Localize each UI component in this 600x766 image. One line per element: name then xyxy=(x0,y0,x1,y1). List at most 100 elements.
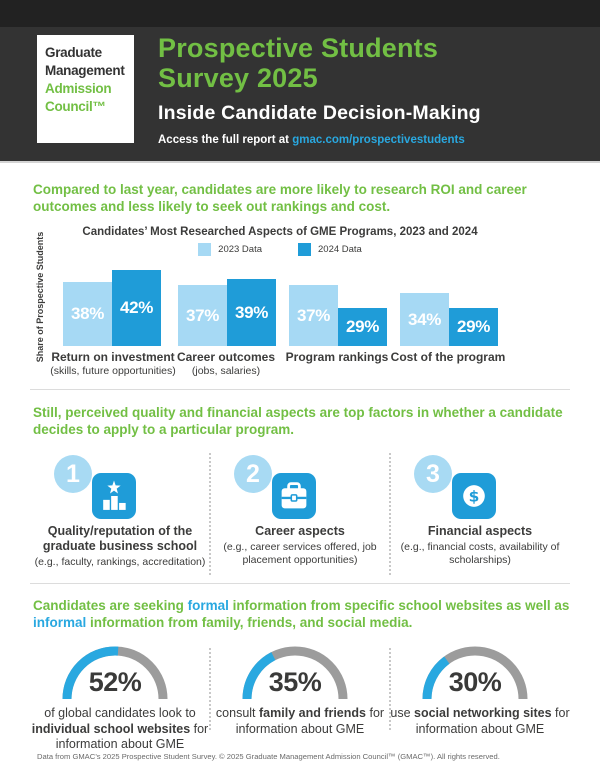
category-title: Career outcomes xyxy=(176,350,276,364)
bar-value-label: 34% xyxy=(407,309,442,329)
chart-title: Candidates’ Most Researched Aspects of G… xyxy=(82,226,478,238)
legend-item-2024: 2024 Data xyxy=(298,243,362,256)
gauge-family-friends xyxy=(242,646,348,700)
factor-title: Quality/reputation of the graduate busin… xyxy=(42,524,198,553)
factor-number-badge: 2 xyxy=(234,455,272,493)
legend-label-2024: 2024 Data xyxy=(318,244,362,255)
top-dark-strip xyxy=(0,0,600,27)
bar-value-label: 29% xyxy=(345,317,380,336)
legend-label-2023: 2023 Data xyxy=(218,244,262,255)
access-prefix: Access the full report at xyxy=(158,134,293,146)
gauge-label-text: for information about GME xyxy=(55,721,209,752)
heading-text: information from specific school website… xyxy=(228,598,570,613)
section2-heading: Still, perceived quality and financial a… xyxy=(33,405,563,437)
gauge-label-bold: social networking sites xyxy=(414,706,552,720)
gauge-value: 30% xyxy=(448,667,502,697)
gmac-logo: Graduate Management Admission Council™ xyxy=(37,35,134,143)
svg-text:$: $ xyxy=(469,487,480,505)
factor-number-badge: 1 xyxy=(54,455,92,493)
category-label-career: Career outcomes (jobs, salaries) xyxy=(146,350,306,378)
bar-value-label: 42% xyxy=(119,298,154,317)
category-label-roi: Return on investment (skills, future opp… xyxy=(33,350,193,378)
category-label-cost: Cost of the program xyxy=(368,350,528,364)
chart-legend: 2023 Data 2024 Data xyxy=(0,243,560,256)
category-sublabel: (jobs, salaries) xyxy=(191,365,261,377)
bar-2024-roi: 42% xyxy=(112,270,161,346)
page-title-line2: Survey 2025 xyxy=(158,63,318,93)
gmac-report-link[interactable]: gmac.com/prospectivestudents xyxy=(292,134,465,146)
bar-2023-career: 37% xyxy=(178,285,227,346)
factor-detail: (e.g., financial costs, availability of … xyxy=(400,541,560,566)
category-title: Cost of the program xyxy=(390,350,506,364)
gauge-label-social-networking: use social networking sites for informat… xyxy=(388,706,572,737)
dotted-divider xyxy=(389,453,391,575)
logo-line: Council™ xyxy=(45,99,106,114)
dollar-icon: $ xyxy=(452,473,496,519)
factor-text-financial: Financial aspects (e.g., financial costs… xyxy=(392,524,568,567)
factor-title: Financial aspects xyxy=(427,524,533,538)
page-subtitle: Inside Candidate Decision-Making xyxy=(158,102,481,124)
gauge-social-networking xyxy=(422,646,528,700)
category-title: Return on investment xyxy=(51,350,175,364)
gauge-school-websites xyxy=(62,646,168,700)
logo-line: Management xyxy=(45,63,125,78)
header-text: Prospective Students Survey 2025 Inside … xyxy=(158,33,588,146)
gauge-label-bold: individual school websites xyxy=(31,721,191,736)
gauge-label-text: use xyxy=(390,706,415,720)
factor-number-badge: 3 xyxy=(414,455,452,493)
heading-highlight-formal: formal xyxy=(187,598,229,613)
heading-text: information from family, friends, and so… xyxy=(86,615,413,630)
podium-star-icon xyxy=(92,473,136,519)
section1-heading: Compared to last year, candidates are mo… xyxy=(33,182,527,214)
category-title: Program rankings xyxy=(285,350,389,364)
page-title-line1: Prospective Students xyxy=(158,33,439,63)
bar-2023-rankings: 37% xyxy=(289,285,338,346)
bar-value-label: 29% xyxy=(456,317,491,336)
legend-item-2023: 2023 Data xyxy=(198,243,262,256)
factor-text-career: Career aspects (e.g., career services of… xyxy=(212,524,388,567)
bar-value-label: 37% xyxy=(185,305,220,325)
header: Graduate Management Admission Council™ P… xyxy=(0,27,600,163)
factor-text-quality: Quality/reputation of the graduate busin… xyxy=(32,524,208,569)
legend-swatch-2023 xyxy=(198,243,212,256)
heading-highlight-informal: informal xyxy=(33,615,87,630)
logo-line: Admission xyxy=(45,81,112,96)
bar-value-label: 39% xyxy=(234,302,269,322)
logo-line: Graduate xyxy=(45,45,102,60)
dotted-divider xyxy=(209,453,211,575)
bar-value-label: 37% xyxy=(296,305,331,325)
briefcase-icon xyxy=(272,473,316,519)
gauge-label-text: for information about GME xyxy=(235,706,385,736)
access-report-line: Access the full report at gmac.com/prosp… xyxy=(158,134,588,146)
bar-2024-rankings: 29% xyxy=(338,308,387,346)
gauge-label-text: for information about GME xyxy=(415,706,570,736)
factor-title: Career aspects xyxy=(255,524,345,538)
bar-chart: 38% 42% 37% 39% 37% 29% 34% 29% xyxy=(0,260,600,346)
category-sublabel: (skills, future opportunities) xyxy=(50,365,176,377)
category-label-rankings: Program rankings xyxy=(257,350,417,364)
section-divider xyxy=(30,389,570,390)
bar-2023-cost: 34% xyxy=(400,293,449,346)
gauge-label-school-websites: of global candidates look to individual … xyxy=(28,706,212,753)
footer-copyright: Data from GMAC’s 2025 Prospective Studen… xyxy=(37,752,500,761)
page-title: Prospective Students Survey 2025 xyxy=(158,33,588,93)
gauge-label-bold: family and friends xyxy=(259,706,366,720)
dotted-divider xyxy=(389,648,391,730)
heading-text: Candidates are seeking xyxy=(33,598,188,613)
legend-swatch-2024 xyxy=(298,243,311,256)
gauge-label-text: of global candidates look to xyxy=(44,706,196,720)
bar-value-label: 38% xyxy=(70,304,105,323)
bar-2023-roi: 38% xyxy=(63,282,112,346)
gauge-value: 35% xyxy=(268,667,322,697)
section3-heading: Candidates are seeking formal informatio… xyxy=(33,597,579,631)
factor-detail: (e.g., faculty, rankings, accreditation) xyxy=(34,556,206,568)
section-divider xyxy=(30,583,570,584)
factor-detail: (e.g., career services offered, job plac… xyxy=(223,541,377,566)
bar-2024-career: 39% xyxy=(227,279,276,346)
gauge-value: 52% xyxy=(88,667,142,697)
bar-2024-cost: 29% xyxy=(449,308,498,346)
gauge-label-text: consult xyxy=(215,706,260,720)
gauge-label-family-friends: consult family and friends for informati… xyxy=(208,706,392,737)
dotted-divider xyxy=(209,648,211,730)
